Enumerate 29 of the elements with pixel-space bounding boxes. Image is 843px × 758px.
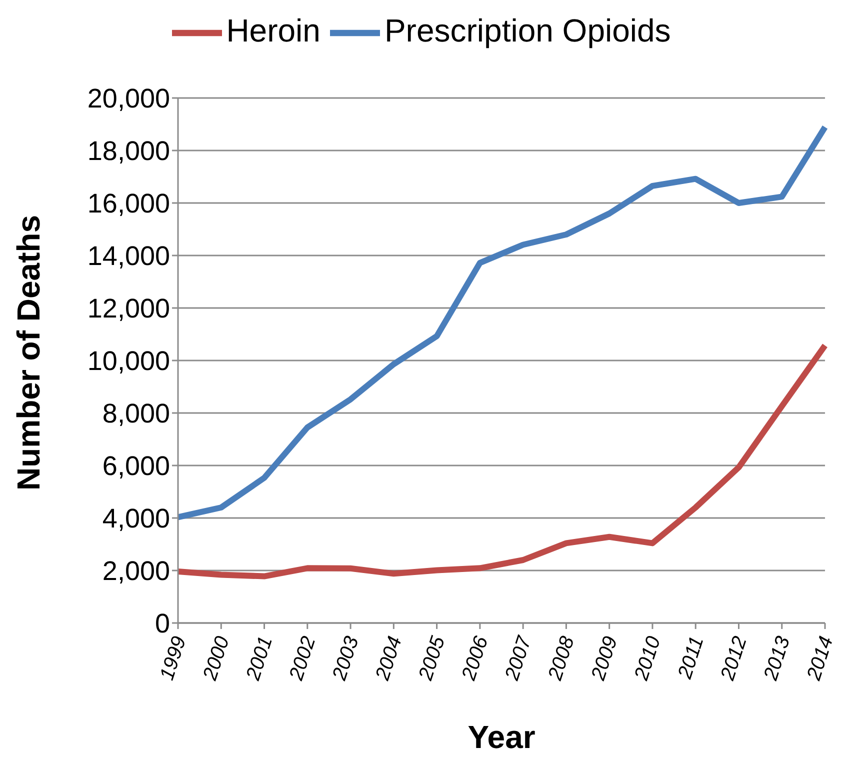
y-tick-label: 6,000 xyxy=(102,451,170,482)
y-tick-label: 18,000 xyxy=(87,136,170,166)
legend-label: Prescription Opioids xyxy=(384,12,671,48)
x-tick-label: 2014 xyxy=(802,634,838,684)
x-tick-label: 2012 xyxy=(716,634,752,684)
y-tick-label: 20,000 xyxy=(87,84,170,114)
x-tick-label: 2005 xyxy=(414,632,450,684)
x-axis-title: Year xyxy=(468,719,536,755)
x-tick-label: 2007 xyxy=(500,632,536,684)
y-axis-title: Number of Deaths xyxy=(10,214,46,490)
x-tick-label: 2006 xyxy=(458,632,493,684)
x-tick-label: 2001 xyxy=(242,634,278,684)
x-tick-label: 2009 xyxy=(587,634,622,684)
y-tick-label: 2,000 xyxy=(102,556,170,586)
x-tick-label: 2004 xyxy=(371,634,406,684)
y-tick-label: 16,000 xyxy=(87,188,170,219)
x-tick-label: 2003 xyxy=(328,634,364,684)
y-tick-label: 4,000 xyxy=(102,504,170,534)
y-tick-label: 10,000 xyxy=(87,346,170,376)
x-tick-label: 2002 xyxy=(285,634,320,684)
legend-label: Heroin xyxy=(226,12,320,48)
x-tick-label: 2013 xyxy=(760,634,795,684)
y-tick-label: 14,000 xyxy=(87,241,170,272)
y-tick-label: 8,000 xyxy=(102,398,170,429)
x-tick-label: 2011 xyxy=(674,634,708,682)
x-tick-label: 2010 xyxy=(630,634,666,684)
x-tick-label: 2000 xyxy=(198,634,234,684)
x-tick-label: 2008 xyxy=(544,634,579,684)
y-tick-label: 12,000 xyxy=(87,294,170,324)
